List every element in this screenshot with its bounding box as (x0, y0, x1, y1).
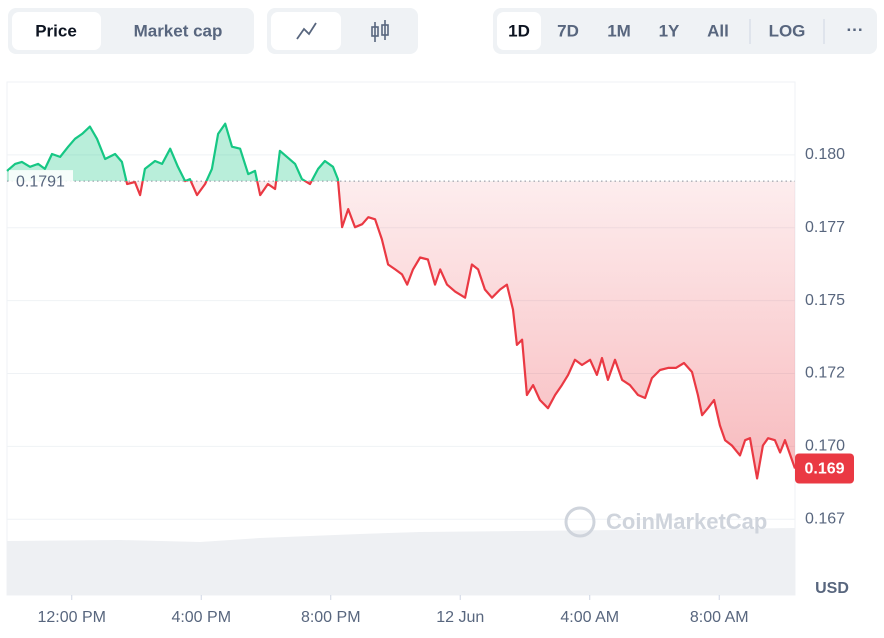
x-tick-label: 4:00 PM (171, 609, 231, 626)
area-above (7, 123, 795, 182)
watermark: CoinMarketCap (606, 509, 767, 534)
volume-band (7, 528, 795, 595)
x-tick-label: 12 Jun (436, 609, 484, 626)
area-below (126, 181, 795, 479)
y-tick-label: 0.177 (805, 219, 845, 236)
watermark-logo (564, 506, 596, 538)
y-tick-label: 0.167 (805, 510, 845, 527)
tab-range[interactable]: 1D (508, 21, 530, 40)
tab-active (497, 12, 541, 50)
range-tabs (493, 8, 877, 54)
more-button[interactable]: ··· (847, 20, 864, 39)
current-price-label: 0.169 (804, 461, 844, 478)
tab-price[interactable]: Price (35, 21, 77, 40)
tab-range[interactable]: 7D (557, 21, 579, 40)
tab-range[interactable]: 1M (607, 21, 631, 40)
tab-range[interactable]: 1Y (659, 21, 680, 40)
line-icon (296, 22, 317, 40)
price-line-below (125, 181, 797, 480)
baseline-label-bg (9, 170, 73, 193)
tab-range[interactable]: All (707, 21, 729, 40)
unit-label: USD (815, 580, 849, 597)
y-tick-label: 0.175 (805, 292, 845, 309)
tab-market-cap[interactable]: Market cap (134, 21, 223, 40)
x-tick-label: 8:00 PM (301, 609, 361, 626)
baseline-label: 0.1791 (16, 173, 65, 190)
price-line-above (6, 122, 340, 182)
x-tick-label: 8:00 AM (690, 609, 749, 626)
current-price-bg (795, 453, 854, 484)
y-tick-label: 0.180 (805, 146, 845, 163)
y-tick-label: 0.170 (805, 438, 845, 455)
candle-icon[interactable] (371, 20, 389, 42)
tab-active (12, 12, 101, 50)
x-tick-label: 12:00 PM (38, 609, 106, 626)
x-tick-label: 4:00 AM (560, 609, 619, 626)
y-tick-label: 0.172 (805, 365, 845, 382)
tab-log[interactable]: LOG (769, 21, 806, 40)
